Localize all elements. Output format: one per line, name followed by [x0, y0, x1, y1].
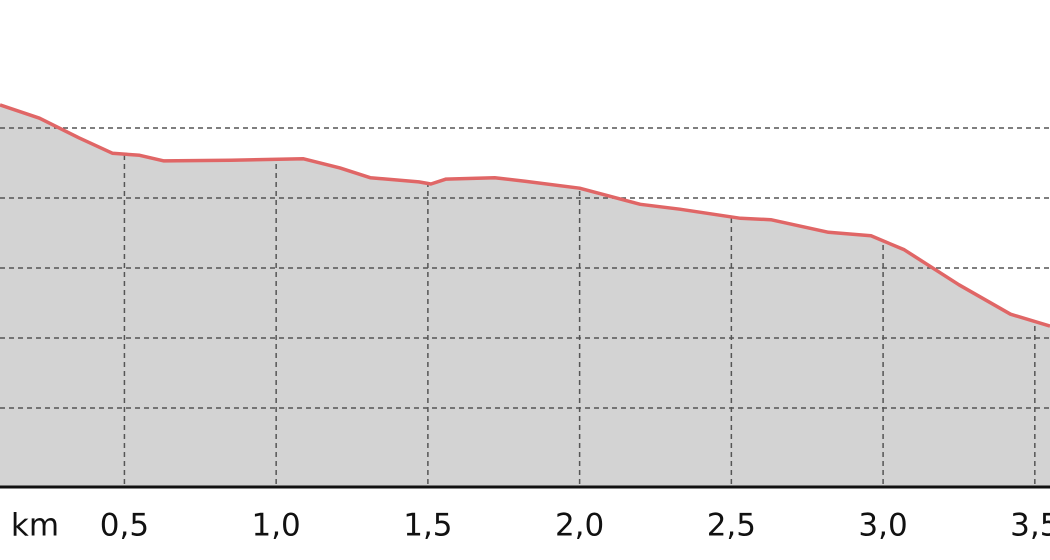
elevation-line — [0, 103, 1050, 328]
x-tick-label: 2,5 — [707, 508, 756, 544]
x-tick-label: 0,5 — [100, 508, 149, 544]
area-fill — [0, 104, 1050, 488]
x-tick-label: 2,0 — [555, 508, 604, 544]
x-tick-label: 1,5 — [403, 508, 452, 544]
x-tick-label: 1,0 — [251, 508, 300, 544]
x-axis-label: km — [11, 508, 59, 544]
x-tick-label: 3,0 — [858, 508, 907, 544]
x-tick-label: 3,5 — [1010, 508, 1050, 544]
